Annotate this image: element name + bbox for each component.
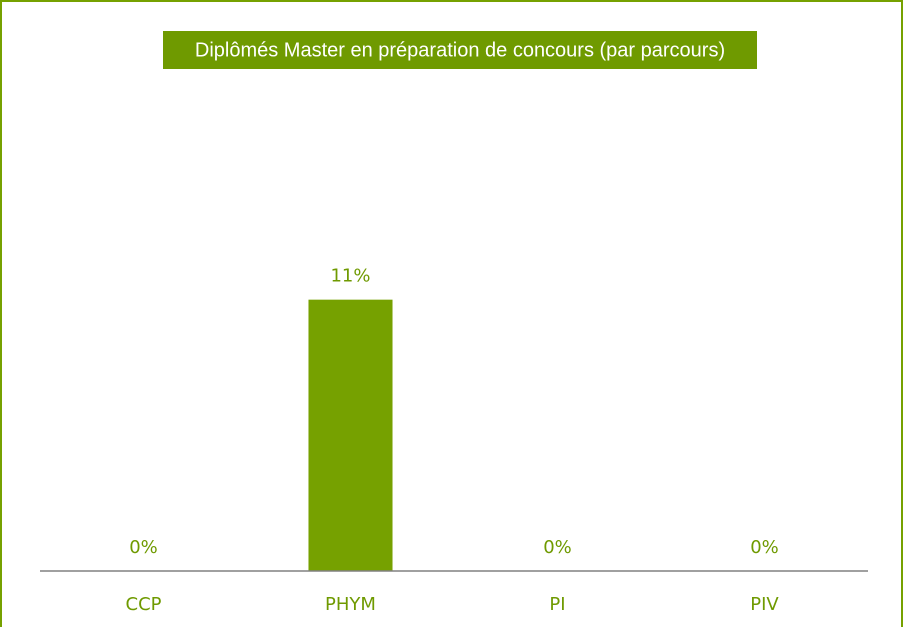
x-tick-label: PHYM bbox=[325, 594, 376, 615]
value-label: 0% bbox=[750, 537, 779, 558]
chart-title: Diplômés Master en préparation de concou… bbox=[195, 39, 725, 61]
value-label: 0% bbox=[543, 537, 572, 558]
x-tick-label: PI bbox=[549, 594, 565, 615]
x-tick-label: PIV bbox=[750, 594, 779, 615]
bar bbox=[308, 299, 393, 571]
value-label: 0% bbox=[129, 537, 158, 558]
x-tick-label: CCP bbox=[126, 594, 162, 615]
value-label: 11% bbox=[330, 266, 370, 287]
title-box bbox=[163, 31, 757, 69]
